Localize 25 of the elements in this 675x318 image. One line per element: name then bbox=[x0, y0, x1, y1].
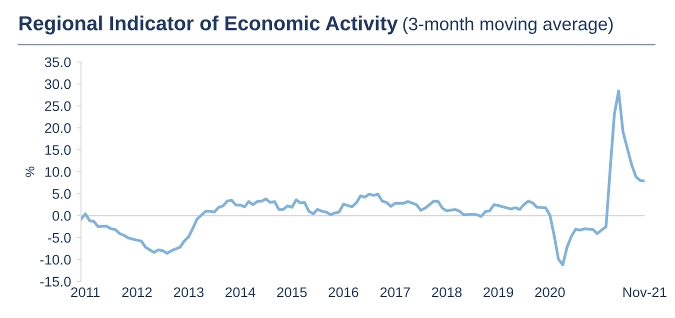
x-tick-label: 2012 bbox=[122, 287, 152, 298]
x-tick-label: 2019 bbox=[484, 287, 514, 298]
chart-subtitle: (3-month moving average) bbox=[403, 17, 613, 34]
x-tick-label: 2014 bbox=[226, 287, 256, 298]
y-tick-label: 0.0 bbox=[52, 210, 71, 221]
y-axis-title: % bbox=[26, 166, 34, 177]
x-tick-label: 2015 bbox=[277, 287, 307, 298]
x-tick-label: 2020 bbox=[535, 287, 565, 298]
x-tick-label: 2016 bbox=[328, 287, 358, 298]
x-tick-label: 2017 bbox=[380, 287, 410, 298]
y-tick-label: 30.0 bbox=[44, 79, 71, 90]
x-tick-label: 2013 bbox=[174, 287, 204, 298]
chart-title: Regional Indicator of Economic Activity bbox=[20, 16, 398, 34]
y-tick-label: -5.0 bbox=[48, 232, 71, 243]
y-tick-label: 15.0 bbox=[45, 145, 71, 155]
x-tick-label: 2011 bbox=[71, 287, 100, 298]
y-tick-label: 35.0 bbox=[44, 57, 71, 68]
y-tick-label: -15.0 bbox=[40, 276, 71, 287]
y-tick-label: 5.0 bbox=[52, 188, 71, 199]
x-tick-label: 2018 bbox=[432, 287, 462, 298]
y-tick-label: 20.0 bbox=[44, 123, 71, 134]
y-tick-label: -10.0 bbox=[40, 254, 71, 265]
y-tick-label: 10.0 bbox=[45, 167, 71, 177]
y-tick-label: 25.0 bbox=[44, 101, 71, 112]
x-tick-label: Nov-21 bbox=[623, 287, 666, 298]
